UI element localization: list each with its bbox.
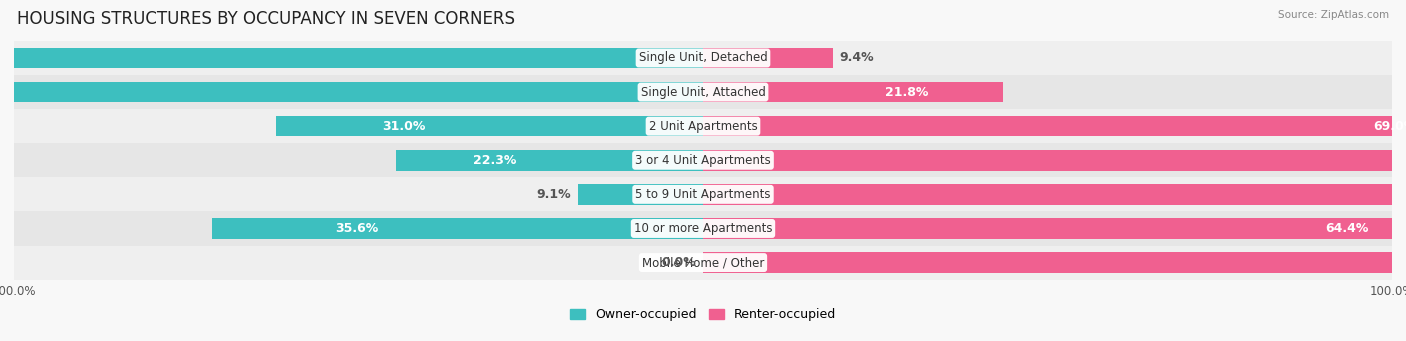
- Text: 9.1%: 9.1%: [536, 188, 571, 201]
- Text: 22.3%: 22.3%: [472, 154, 516, 167]
- Bar: [276, 116, 703, 136]
- Bar: [703, 150, 1406, 170]
- Text: 9.4%: 9.4%: [839, 51, 875, 64]
- Text: 5 to 9 Unit Apartments: 5 to 9 Unit Apartments: [636, 188, 770, 201]
- Bar: [0, 82, 703, 102]
- Bar: [703, 184, 1406, 205]
- Bar: [14, 41, 1392, 75]
- Bar: [703, 116, 1406, 136]
- Bar: [703, 218, 1406, 239]
- Bar: [14, 143, 1392, 177]
- Bar: [0, 48, 703, 68]
- Bar: [703, 82, 1004, 102]
- Legend: Owner-occupied, Renter-occupied: Owner-occupied, Renter-occupied: [565, 303, 841, 326]
- Bar: [578, 184, 703, 205]
- Bar: [14, 75, 1392, 109]
- Text: 2 Unit Apartments: 2 Unit Apartments: [648, 120, 758, 133]
- Bar: [14, 177, 1392, 211]
- Text: Mobile Home / Other: Mobile Home / Other: [641, 256, 765, 269]
- Text: 3 or 4 Unit Apartments: 3 or 4 Unit Apartments: [636, 154, 770, 167]
- Text: 21.8%: 21.8%: [884, 86, 928, 99]
- Bar: [395, 150, 703, 170]
- Bar: [14, 211, 1392, 246]
- Bar: [703, 252, 1406, 273]
- Text: 31.0%: 31.0%: [382, 120, 426, 133]
- Text: Single Unit, Detached: Single Unit, Detached: [638, 51, 768, 64]
- Bar: [212, 218, 703, 239]
- Text: 69.0%: 69.0%: [1372, 120, 1406, 133]
- Text: HOUSING STRUCTURES BY OCCUPANCY IN SEVEN CORNERS: HOUSING STRUCTURES BY OCCUPANCY IN SEVEN…: [17, 10, 515, 28]
- Text: 64.4%: 64.4%: [1324, 222, 1368, 235]
- Text: 35.6%: 35.6%: [335, 222, 378, 235]
- Bar: [14, 246, 1392, 280]
- Text: 0.0%: 0.0%: [661, 256, 696, 269]
- Text: Source: ZipAtlas.com: Source: ZipAtlas.com: [1278, 10, 1389, 20]
- Text: Single Unit, Attached: Single Unit, Attached: [641, 86, 765, 99]
- Bar: [703, 48, 832, 68]
- Text: 10 or more Apartments: 10 or more Apartments: [634, 222, 772, 235]
- Bar: [14, 109, 1392, 143]
